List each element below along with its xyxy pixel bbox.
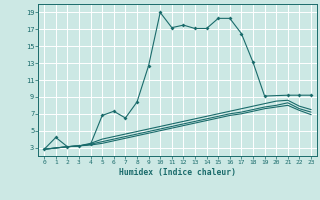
X-axis label: Humidex (Indice chaleur): Humidex (Indice chaleur) <box>119 168 236 177</box>
